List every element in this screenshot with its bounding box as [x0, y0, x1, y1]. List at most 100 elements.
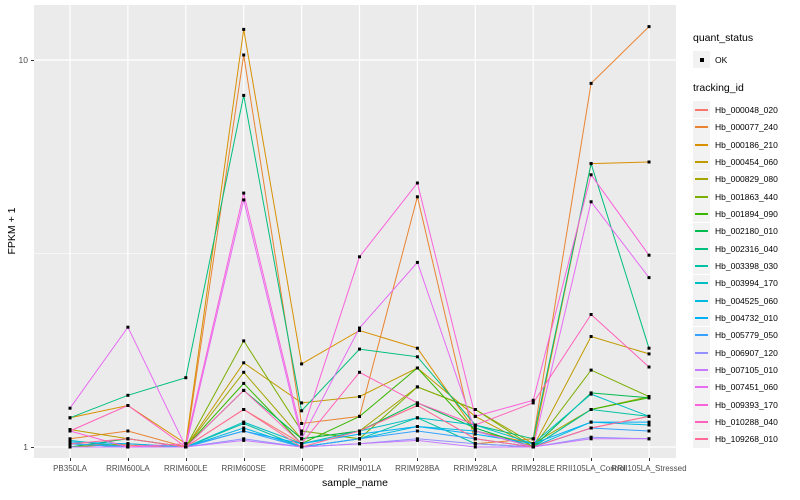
- x-tick-label-RRIM600SE: RRIM600SE: [221, 464, 266, 473]
- legend-entry-label: Hb_004732_010: [715, 312, 778, 323]
- data-point: [68, 438, 72, 442]
- y-tick-label: 1: [23, 442, 28, 452]
- legend-entry-Hb_001863_440: Hb_001863_440: [693, 188, 799, 206]
- data-point: [358, 370, 361, 374]
- legend-key-box: [693, 378, 710, 396]
- data-point: [242, 361, 246, 365]
- legend-line-swatch: [695, 299, 708, 302]
- x-tick-label-RRII105LA_Stressed: RRII105LA_Stressed: [611, 464, 687, 473]
- data-point: [126, 437, 130, 441]
- legend-key-box: [693, 101, 710, 119]
- legend-line-swatch: [695, 438, 708, 441]
- x-tick-label-RRIM600LE: RRIM600LE: [164, 464, 208, 473]
- legend-entry-Hb_000186_210: Hb_000186_210: [693, 136, 799, 154]
- legend-line-swatch: [695, 108, 708, 111]
- legend-key-box: [693, 344, 710, 362]
- legend-entry-label: Hb_007451_060: [715, 382, 778, 393]
- x-tick-label-RRIM928BA: RRIM928BA: [395, 464, 440, 473]
- legend-entry-label: Hb_000077_240: [715, 122, 778, 133]
- data-point: [531, 445, 535, 449]
- data-point: [531, 401, 535, 405]
- legend-line-swatch: [695, 282, 708, 285]
- data-point: [415, 416, 419, 420]
- data-point: [647, 437, 651, 441]
- data-point: [242, 191, 246, 195]
- legend-entry-Hb_006907_120: Hb_006907_120: [693, 344, 799, 362]
- data-point: [473, 414, 477, 418]
- legend-key-box: [693, 205, 710, 223]
- data-point: [242, 27, 246, 31]
- data-point: [242, 388, 246, 392]
- data-point: [358, 429, 361, 433]
- x-tick-mark: [533, 458, 535, 461]
- data-point: [242, 93, 246, 97]
- data-point: [126, 393, 130, 397]
- data-point: [415, 385, 419, 389]
- legend-key-box: [693, 51, 710, 69]
- legend-entry-Hb_010288_040: Hb_010288_040: [693, 413, 799, 431]
- legend-key-box: [693, 430, 710, 448]
- legend-entry-label: Hb_109268_010: [715, 434, 778, 445]
- data-point: [68, 445, 72, 449]
- legend-entry-Hb_004525_060: Hb_004525_060: [693, 292, 799, 310]
- legend-entry-label: Hb_002180_010: [715, 226, 778, 237]
- data-point: [68, 429, 72, 433]
- legend-line-swatch: [695, 195, 708, 198]
- data-point: [242, 438, 246, 442]
- legend-line-swatch: [695, 351, 708, 354]
- data-point: [415, 438, 419, 442]
- legend-key-box: [693, 170, 710, 188]
- legend-key-box: [693, 309, 710, 327]
- data-point: [647, 420, 651, 424]
- legend-key-box: [693, 153, 710, 171]
- legend-entry-Hb_007105_010: Hb_007105_010: [693, 361, 799, 379]
- x-tick-mark: [417, 458, 419, 461]
- legend-line-swatch: [695, 178, 708, 181]
- x-tick-mark: [359, 458, 361, 461]
- data-point: [473, 429, 477, 433]
- legend-title-quant-status: quant_status: [693, 32, 754, 44]
- legend-line-swatch: [695, 316, 708, 319]
- x-tick-label-RRIM600LA: RRIM600LA: [106, 464, 150, 473]
- data-point: [126, 325, 130, 329]
- data-point: [473, 423, 477, 427]
- legend-key-box: [693, 361, 710, 379]
- data-point: [184, 376, 188, 380]
- data-point: [300, 432, 304, 436]
- data-point: [358, 432, 361, 436]
- data-point: [531, 442, 535, 446]
- legend-line-swatch: [695, 334, 708, 337]
- data-point: [589, 335, 593, 338]
- data-point: [589, 81, 593, 85]
- data-point: [589, 162, 593, 166]
- legend-entry-label: Hb_000829_080: [715, 174, 778, 185]
- data-point: [415, 355, 419, 359]
- data-point: [242, 420, 246, 424]
- legend-key-box: [693, 292, 710, 310]
- data-point: [184, 442, 188, 446]
- plot-panel: [34, 5, 676, 458]
- legend-entry-Hb_009393_170: Hb_009393_170: [693, 396, 799, 414]
- legend-entry-label: Hb_001894_090: [715, 208, 778, 219]
- data-point: [68, 437, 72, 441]
- legend-entry-Hb_001894_090: Hb_001894_090: [693, 205, 799, 223]
- data-point: [531, 437, 535, 441]
- legend-entry-Hb_003994_170: Hb_003994_170: [693, 274, 799, 292]
- data-point: [300, 437, 304, 441]
- x-tick-label-RRII105LA_Control: RRII105LA_Control: [556, 464, 626, 473]
- legend-line-swatch: [695, 368, 708, 371]
- legend-entry-Hb_000454_060: Hb_000454_060: [693, 153, 799, 171]
- data-point: [415, 181, 419, 185]
- legend-entry-label: Hb_001863_440: [715, 191, 778, 202]
- data-point: [242, 198, 246, 202]
- data-point: [242, 429, 246, 433]
- legend-entry-label: Hb_003994_170: [715, 278, 778, 289]
- data-point: [531, 398, 535, 402]
- legend-key-box: [693, 222, 710, 240]
- data-point: [589, 408, 593, 411]
- legend-entry-label: Hb_002316_040: [715, 243, 778, 254]
- data-point: [473, 437, 477, 441]
- legend-entry-label: Hb_003398_030: [715, 260, 778, 271]
- data-point: [300, 429, 304, 433]
